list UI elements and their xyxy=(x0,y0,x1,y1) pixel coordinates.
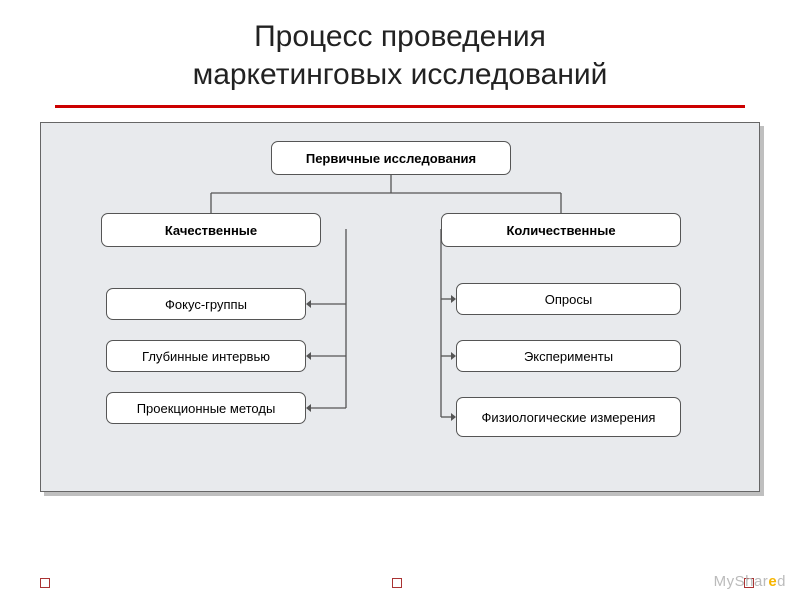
node-right-item-2: Физиологические измерения xyxy=(456,397,681,437)
diagram-frame: Первичные исследования Качественные Количе… xyxy=(40,122,760,492)
node-root: Первичные исследования xyxy=(271,141,511,175)
node-left-item-1: Глубинные интервью xyxy=(106,340,306,372)
title-line-2: маркетинговых исследований xyxy=(193,58,608,91)
node-left-item-2: Проекционные методы xyxy=(106,392,306,424)
footer-square-mid xyxy=(392,578,402,588)
node-right-item-1: Эксперименты xyxy=(456,340,681,372)
node-left-head: Качественные xyxy=(101,213,321,247)
footer-square-left xyxy=(40,578,50,588)
watermark: MyShared xyxy=(714,573,786,590)
node-right-item-0: Опросы xyxy=(456,283,681,315)
watermark-post: d xyxy=(777,573,786,590)
node-left-item-0: Фокус-группы xyxy=(106,288,306,320)
watermark-pre: MyShar xyxy=(714,573,769,590)
watermark-hl: e xyxy=(768,573,777,590)
slide-title: Процесс проведения маркетинговых исследо… xyxy=(0,0,800,101)
node-right-head: Количественные xyxy=(441,213,681,247)
title-line-1: Процесс проведения xyxy=(254,20,546,53)
title-underline xyxy=(55,105,745,108)
